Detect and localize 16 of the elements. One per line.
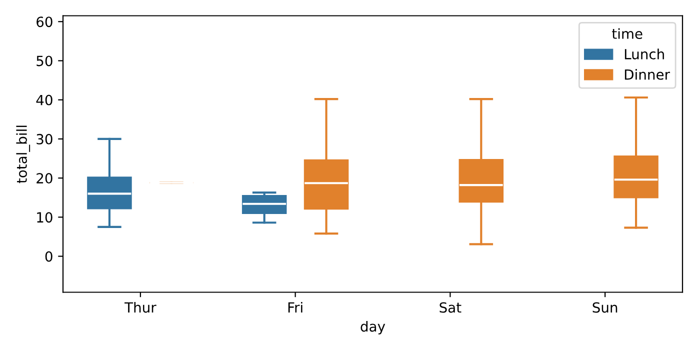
y-tick-label: 30 [36,134,52,144]
y-axis-title: total_bill [16,126,30,184]
y-tick-label: 40 [36,94,52,106]
y-tick-label: 20 [36,173,52,184]
x-axis-title: day [360,320,386,334]
legend-title: time [612,28,642,39]
y-tick-label: 10 [37,212,52,223]
x-tick-label: Sun [592,302,618,313]
y-tick-label: 50 [36,56,52,66]
legend-label: Lunch [624,48,664,60]
x-tick-label: Sat [440,302,462,313]
x-tick-label: Fri [288,302,302,313]
y-tick-label: 60 [36,16,52,28]
y-tick-label: 0 [45,251,52,262]
x-tick-label: Thur [124,302,156,313]
legend-label: Dinner [624,69,670,80]
